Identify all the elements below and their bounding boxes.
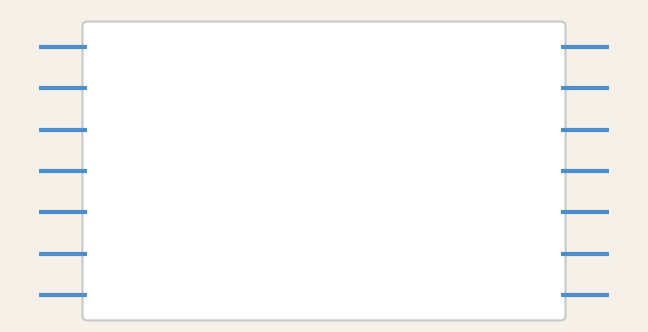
- FancyBboxPatch shape: [82, 22, 566, 320]
